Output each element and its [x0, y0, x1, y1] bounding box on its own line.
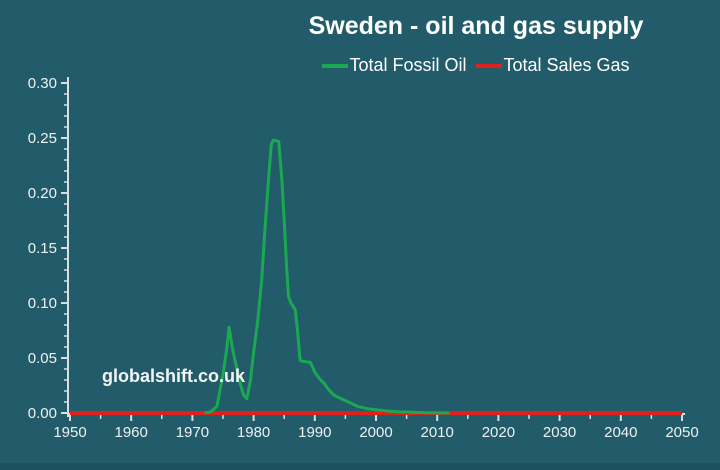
x-tick-label: 2000: [359, 424, 392, 441]
y-tick-label: 0.20: [28, 185, 57, 202]
legend-label-gas: Total Sales Gas: [503, 55, 630, 75]
x-tick-label: 1970: [176, 424, 209, 441]
watermark: globalshift.co.uk: [102, 366, 246, 386]
legend-swatch-oil: [322, 63, 349, 68]
legend: Total Fossil Oil Total Sales Gas: [226, 55, 720, 76]
y-tick-label: 0.25: [28, 130, 57, 147]
y-tick-label: 0.30: [28, 75, 57, 92]
legend-label-oil: Total Fossil Oil: [349, 55, 467, 75]
legend-swatch-gas: [476, 63, 503, 68]
x-tick-label: 2050: [665, 424, 698, 441]
legend-item-total-sales-gas: Total Sales Gas: [476, 55, 630, 76]
x-tick-label: 2030: [543, 424, 576, 441]
x-tick-label: 1960: [115, 424, 148, 441]
y-tick-label: 0.10: [28, 295, 57, 312]
x-tick-label: 1950: [53, 424, 86, 441]
legend-item-total-fossil-oil: Total Fossil Oil: [322, 55, 466, 76]
x-tick-label: 2040: [604, 424, 637, 441]
fossil-oil-line: [204, 138, 450, 415]
chart-title: Sweden - oil and gas supply: [308, 12, 644, 40]
x-tick-label: 2010: [421, 424, 454, 441]
y-tick-label: 0.15: [28, 240, 57, 257]
x-tick-label: 1990: [298, 424, 331, 441]
footer-bar: [0, 463, 720, 470]
x-tick-label: 2020: [482, 424, 515, 441]
y-tick-label: 0.05: [28, 350, 57, 367]
y-tick-label: 0.00: [28, 405, 57, 422]
x-tick-label: 1980: [237, 424, 270, 441]
